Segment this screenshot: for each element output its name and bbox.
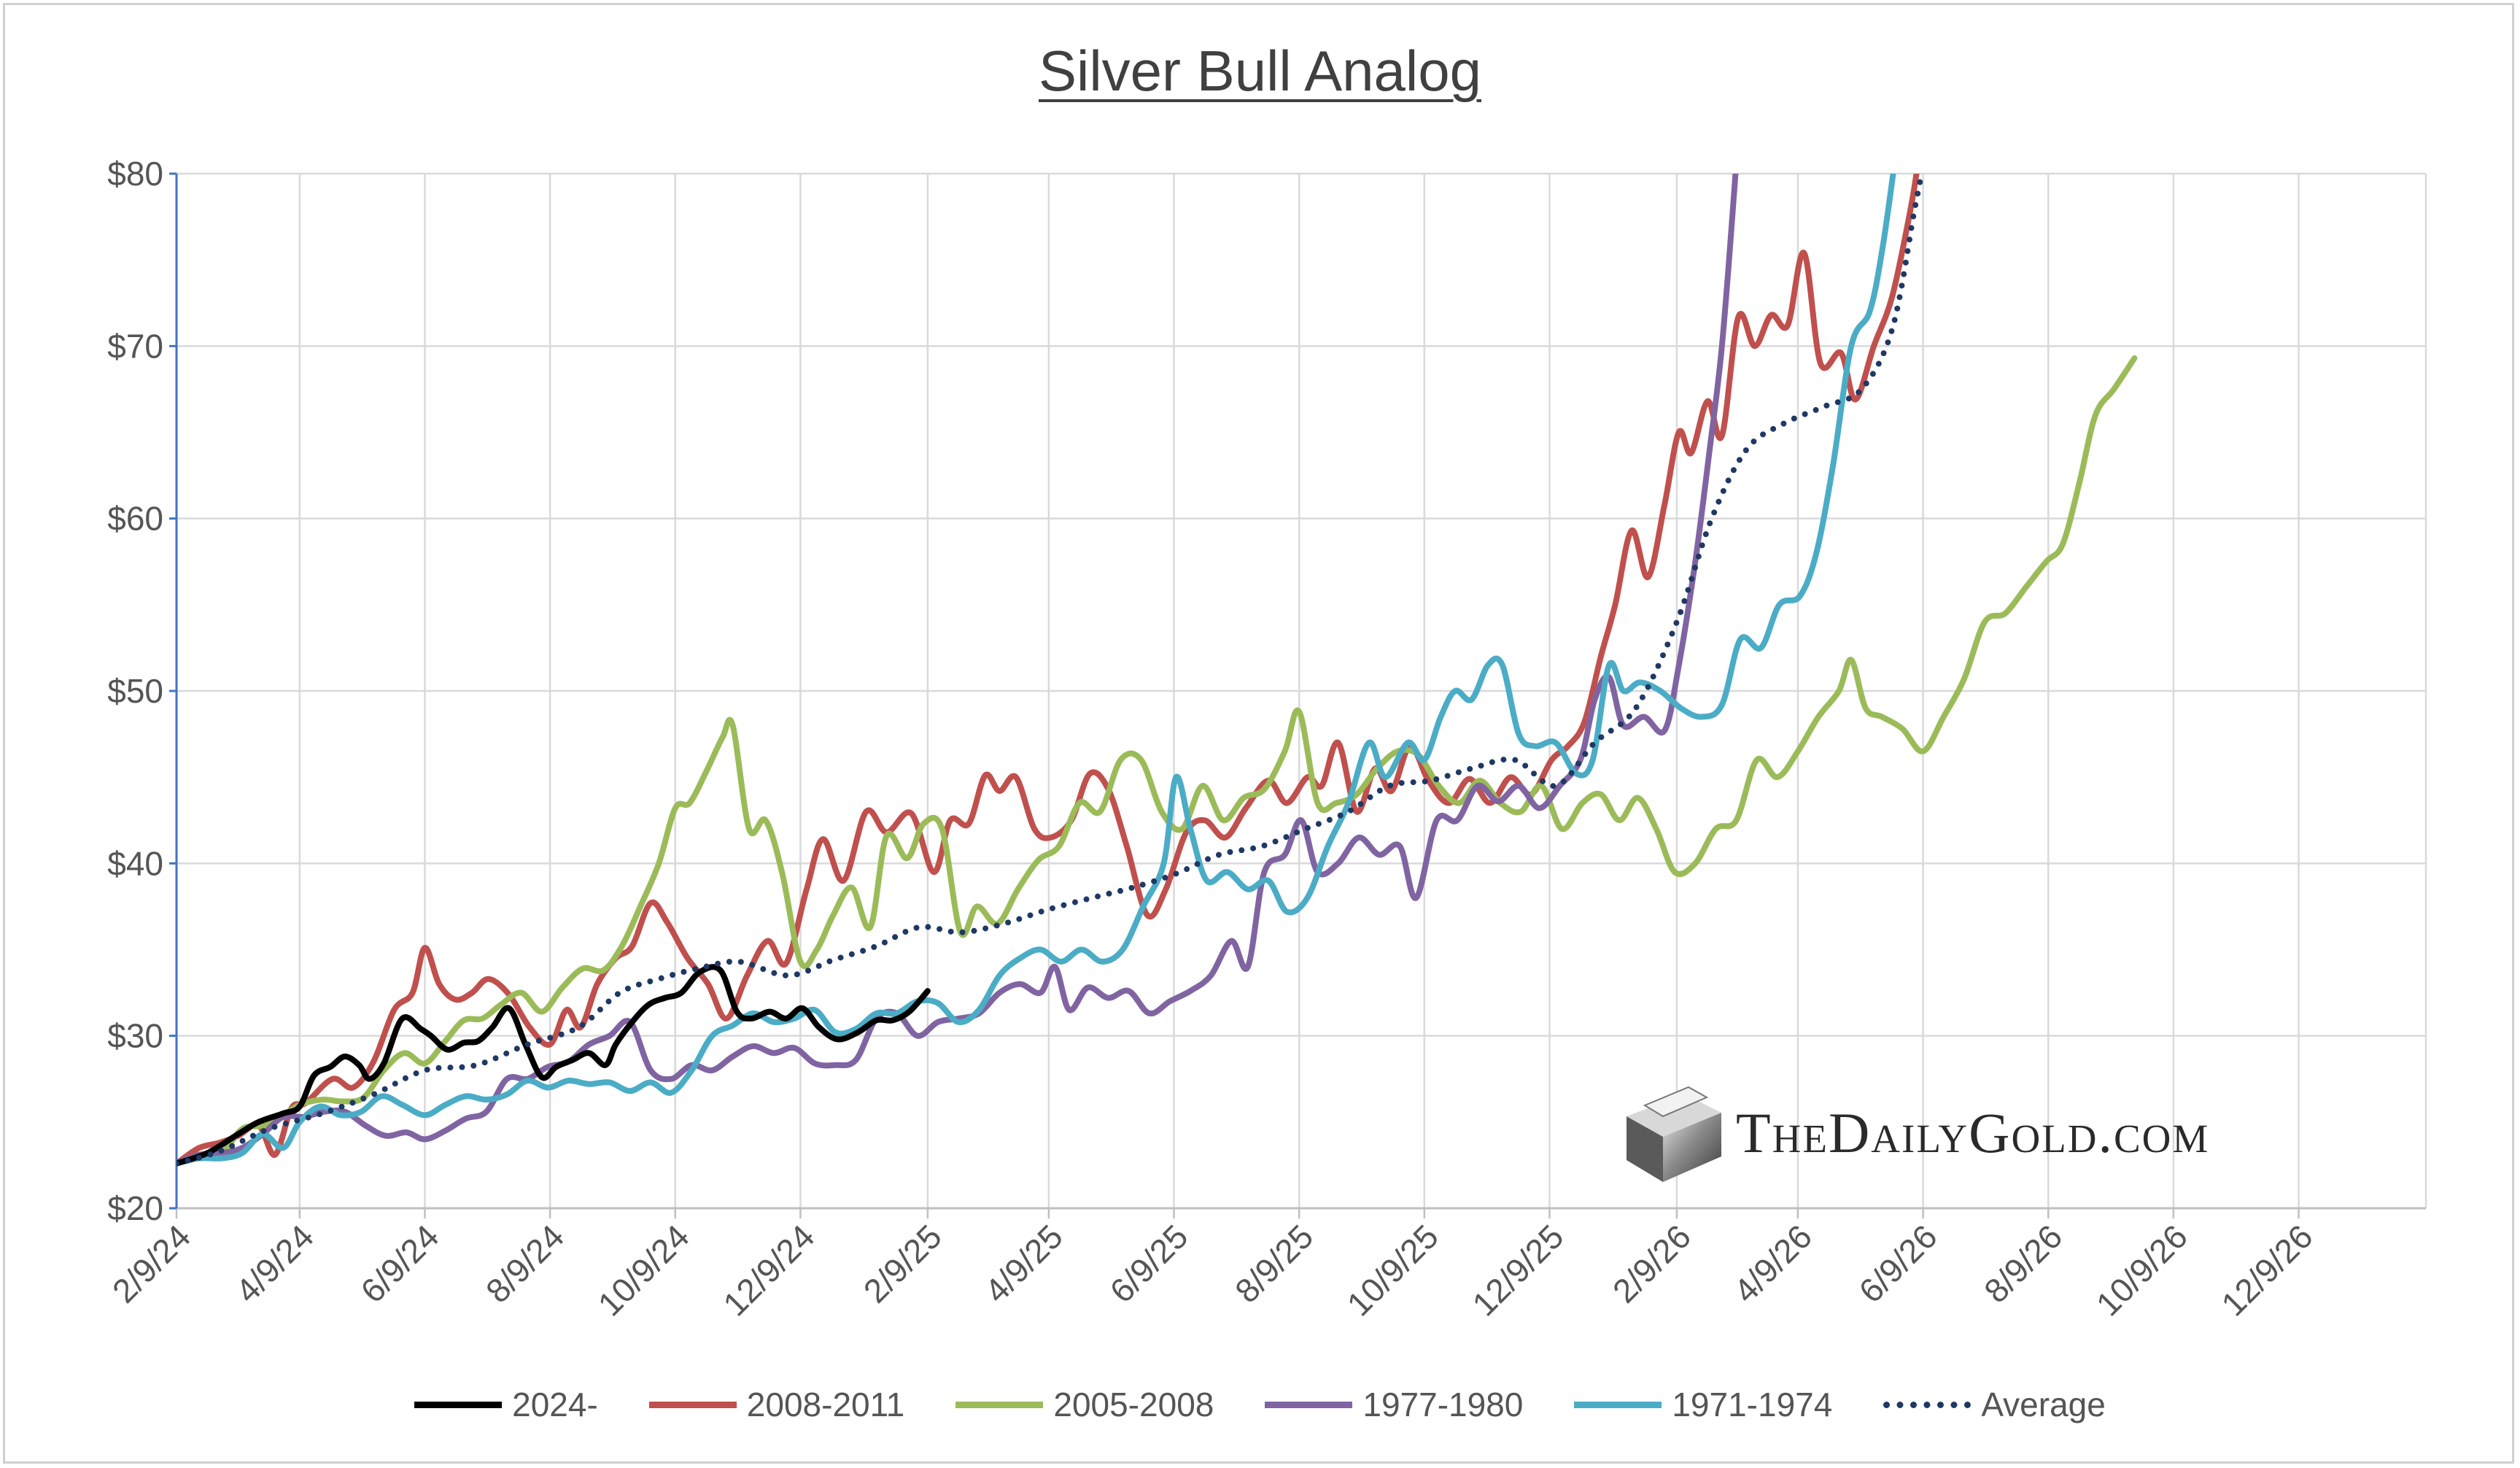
legend-item-2008-2011: 2008-2011 bbox=[648, 1385, 905, 1424]
legend-item-1971-1974: 1971-1974 bbox=[1574, 1385, 1832, 1424]
series-line-average bbox=[177, 174, 1925, 1167]
chart-frame bbox=[3, 3, 2514, 1464]
x-axis-tick-labels: 2/9/24 4/9/24 6/9/24 8/9/24 10/9/24 12/9/24 2/… bbox=[105, 1217, 2320, 1323]
legend-swatch bbox=[648, 1401, 737, 1408]
x-tick-label: 6/9/24 bbox=[353, 1217, 446, 1310]
series-line-2005-2008 bbox=[177, 355, 2138, 1167]
y-tick-label: $50 bbox=[107, 672, 163, 710]
x-tick-label: 12/9/25 bbox=[1465, 1217, 1570, 1323]
x-tick-label: 2/9/25 bbox=[856, 1217, 949, 1310]
x-tick-label: 4/9/26 bbox=[1726, 1217, 1819, 1310]
legend-swatch bbox=[1883, 1401, 1972, 1408]
gold-bar-logo-icon bbox=[1627, 1086, 1721, 1182]
legend-swatch bbox=[414, 1401, 503, 1408]
y-tick-label: $80 bbox=[107, 155, 163, 193]
axes bbox=[169, 172, 2426, 1218]
legend-item-average: Average bbox=[1883, 1385, 2106, 1424]
x-tick-label: 4/9/25 bbox=[977, 1217, 1070, 1310]
chart-title: Silver Bull Analog bbox=[1038, 39, 1481, 103]
x-tick-label: 12/9/26 bbox=[2214, 1217, 2319, 1323]
x-tick-label: 8/9/25 bbox=[1228, 1217, 1320, 1310]
y-tick-label: $60 bbox=[107, 500, 163, 538]
legend-label: 2008-2011 bbox=[746, 1386, 905, 1423]
x-tick-label: 2/9/26 bbox=[1605, 1217, 1698, 1310]
y-tick-label: $30 bbox=[107, 1017, 163, 1055]
series-line-2008-2011 bbox=[177, 174, 1920, 1167]
x-tick-label: 10/9/25 bbox=[1340, 1217, 1446, 1323]
gridlines bbox=[177, 172, 2427, 1208]
x-tick-label: 2/9/24 bbox=[105, 1217, 198, 1310]
legend-label: 1971-1974 bbox=[1672, 1386, 1833, 1423]
legend-item-2024: 2024- bbox=[414, 1385, 598, 1424]
legend-label: 1977-1980 bbox=[1362, 1386, 1524, 1423]
y-tick-label: $70 bbox=[107, 327, 163, 365]
x-tick-label: 4/9/24 bbox=[228, 1217, 321, 1310]
series-line-2024 bbox=[177, 964, 931, 1167]
y-tick-label: $40 bbox=[107, 844, 163, 882]
y-axis-tick-labels: $20 $30 $40 $50 $60 $70 $80 bbox=[107, 155, 163, 1227]
legend-label: 2005-2008 bbox=[1053, 1386, 1214, 1423]
legend-item-1977-1980: 1977-1980 bbox=[1265, 1385, 1523, 1424]
legend-label: 2024- bbox=[512, 1386, 598, 1423]
x-tick-label: 8/9/26 bbox=[1977, 1217, 2069, 1310]
x-tick-label: 8/9/24 bbox=[478, 1217, 571, 1310]
legend-swatch bbox=[1265, 1401, 1353, 1408]
watermark-text: TheDailyGold.com bbox=[1736, 1101, 2210, 1164]
legend-item-2005-2008: 2005-2008 bbox=[955, 1385, 1214, 1424]
y-tick-label: $20 bbox=[107, 1189, 163, 1227]
x-tick-label: 10/9/26 bbox=[2089, 1217, 2195, 1323]
series-lines bbox=[177, 174, 2138, 1167]
series-line-1977-1980 bbox=[177, 174, 1739, 1167]
x-tick-label: 10/9/24 bbox=[591, 1217, 697, 1323]
thedailygold-watermark: TheDailyGold.com bbox=[1612, 1073, 2436, 1197]
legend-label: Average bbox=[1981, 1386, 2106, 1423]
legend-swatch bbox=[955, 1401, 1044, 1408]
x-tick-label: 12/9/24 bbox=[716, 1217, 821, 1323]
chart-legend: 2024- 2008-2011 2005-2008 1977-1980 1971-197… bbox=[0, 1379, 2520, 1430]
x-tick-label: 6/9/25 bbox=[1102, 1217, 1195, 1310]
series-line-1971-1974 bbox=[177, 174, 1896, 1167]
x-tick-label: 6/9/26 bbox=[1851, 1217, 1944, 1310]
legend-swatch bbox=[1574, 1401, 1662, 1408]
